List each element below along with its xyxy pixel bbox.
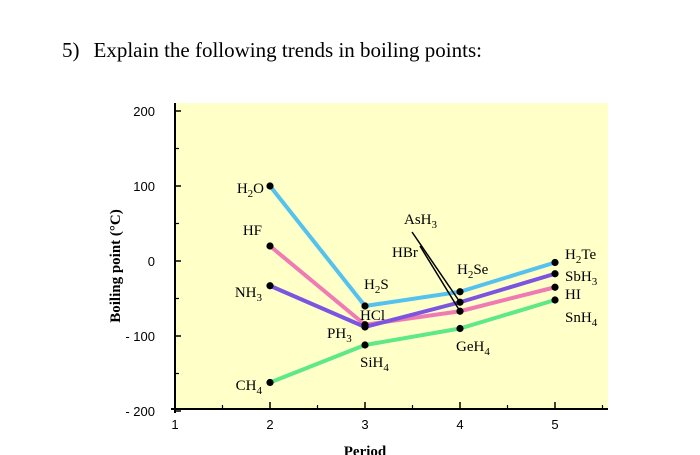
point-label-subscript: 4 xyxy=(592,317,598,329)
data-point xyxy=(266,282,274,290)
data-point xyxy=(266,182,274,190)
point-label: AsH3 xyxy=(404,212,438,231)
data-point xyxy=(456,298,464,306)
point-label-subscript: 4 xyxy=(257,385,263,397)
point-label-base: CH xyxy=(236,378,257,394)
point-label: H2O xyxy=(237,181,264,200)
point-label-base: H xyxy=(237,181,248,197)
point-label-base: SnH xyxy=(565,310,592,326)
series-line-2 xyxy=(268,244,557,327)
point-label: H2Te xyxy=(565,247,596,266)
y-tick-label: - 200 xyxy=(125,404,155,419)
data-point xyxy=(361,341,369,349)
data-point xyxy=(551,296,559,304)
point-label-base: HI xyxy=(565,287,581,303)
point-label-rest: O xyxy=(253,181,264,197)
data-point xyxy=(551,258,559,267)
point-label-base: SbH xyxy=(565,269,592,285)
data-point xyxy=(361,302,369,310)
data-point xyxy=(266,242,274,250)
point-label-subscript: 2 xyxy=(468,269,474,281)
point-label-base: AsH xyxy=(404,212,432,228)
point-label-base: PH xyxy=(327,326,346,342)
data-point xyxy=(456,307,464,315)
data-point xyxy=(456,288,464,296)
point-label-base: H xyxy=(457,262,468,278)
point-label-base: HBr xyxy=(392,245,418,261)
y-axis-label: Boiling point (°C) xyxy=(108,209,124,323)
data-point xyxy=(266,378,274,387)
x-tick-label: 4 xyxy=(456,417,463,432)
point-label: H2Se xyxy=(457,262,489,281)
point-label: HI xyxy=(565,287,581,303)
point-label: NH3 xyxy=(235,285,263,304)
point-label-base: SiH xyxy=(360,355,384,371)
point-label: CH4 xyxy=(236,378,263,397)
point-label-base: HCl xyxy=(360,308,385,324)
point-label-subscript: 2 xyxy=(576,254,582,266)
point-label-subscript: 3 xyxy=(592,276,598,288)
point-label-subscript: 3 xyxy=(346,333,352,345)
question-text: Explain the following trends in boiling … xyxy=(93,38,482,62)
point-label-base: HF xyxy=(243,223,262,239)
point-label-subscript: 3 xyxy=(257,292,263,304)
data-point xyxy=(361,323,369,331)
point-label: SnH4 xyxy=(565,310,598,329)
point-label-rest: Te xyxy=(581,247,596,263)
point-label: HF xyxy=(243,223,262,239)
point-label-base: H xyxy=(364,277,375,293)
label-connector xyxy=(419,245,461,312)
label-connector xyxy=(411,231,461,303)
x-tick-label: 3 xyxy=(361,417,368,432)
series-line-3 xyxy=(268,271,557,329)
y-tick-label: 200 xyxy=(133,104,155,119)
x-tick-label: 2 xyxy=(266,417,273,432)
point-label: HBr xyxy=(392,245,418,261)
point-label-subscript: 4 xyxy=(484,346,490,358)
point-label-rest: S xyxy=(380,277,388,293)
x-axis-label: Period xyxy=(344,444,387,455)
y-tick-label: - 100 xyxy=(125,329,155,344)
point-label: SiH4 xyxy=(360,355,389,374)
series-line-4 xyxy=(268,298,557,385)
data-point xyxy=(551,270,559,278)
question-heading: 5) Explain the following trends in boilin… xyxy=(62,38,482,63)
point-label-subscript: 4 xyxy=(383,362,389,374)
question-number: 5) xyxy=(62,38,80,62)
point-label-subscript: 2 xyxy=(248,188,254,200)
point-label-rest: Se xyxy=(473,262,488,278)
x-tick-label: 5 xyxy=(551,417,558,432)
point-label-subscript: 3 xyxy=(432,219,438,231)
point-label: SbH3 xyxy=(565,269,598,288)
point-label-base: NH xyxy=(235,285,257,301)
point-label-base: H xyxy=(565,247,576,263)
point-label-base: GeH xyxy=(456,339,484,355)
point-label-subscript: 2 xyxy=(375,284,381,296)
y-tick-label: 0 xyxy=(148,254,155,269)
y-tick-label: 100 xyxy=(133,179,155,194)
point-label: H2S xyxy=(364,277,389,296)
point-label: HCl xyxy=(360,308,385,324)
series-line-1 xyxy=(268,184,557,308)
point-label: GeH4 xyxy=(456,339,490,358)
data-point xyxy=(456,324,464,333)
data-point xyxy=(551,283,559,291)
plot-background xyxy=(175,103,608,409)
point-label: PH3 xyxy=(327,326,352,345)
x-tick-label: 1 xyxy=(171,417,178,432)
